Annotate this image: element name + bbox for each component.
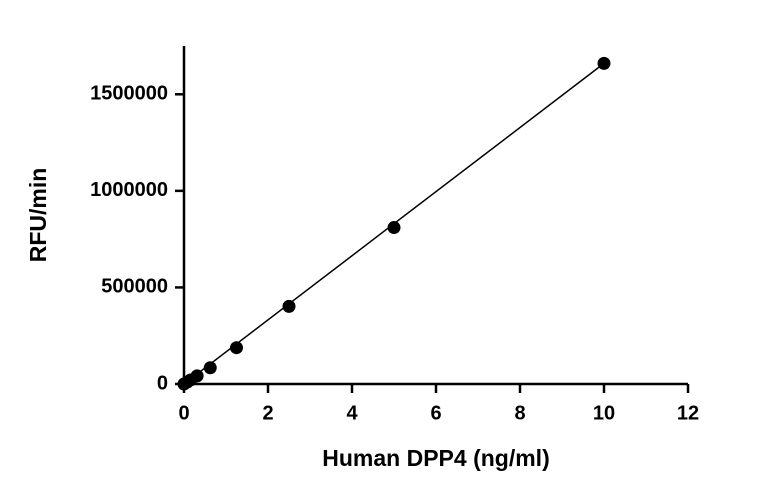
x-tick-label: 12: [677, 402, 699, 424]
data-point: [230, 341, 243, 355]
data-point: [203, 361, 217, 375]
data-point: [282, 299, 296, 313]
x-tick-label: 6: [430, 402, 441, 424]
data-point: [387, 221, 401, 235]
x-axis-title: Human DPP4 (ng/ml): [322, 445, 549, 471]
x-tick-label: 4: [346, 402, 358, 424]
y-tick-label: 500000: [101, 276, 168, 298]
x-tick-label: 10: [593, 402, 615, 424]
x-tick-label: 0: [178, 402, 189, 424]
y-tick-label: 0: [157, 372, 168, 394]
fit-line: [183, 62, 605, 385]
y-axis-title: RFU/min: [25, 168, 51, 263]
data-point: [190, 369, 204, 383]
x-tick-label: 8: [514, 402, 525, 424]
y-tick-label: 1500000: [90, 83, 168, 105]
x-tick-label: 2: [262, 402, 273, 424]
y-tick-label: 1000000: [90, 179, 168, 201]
